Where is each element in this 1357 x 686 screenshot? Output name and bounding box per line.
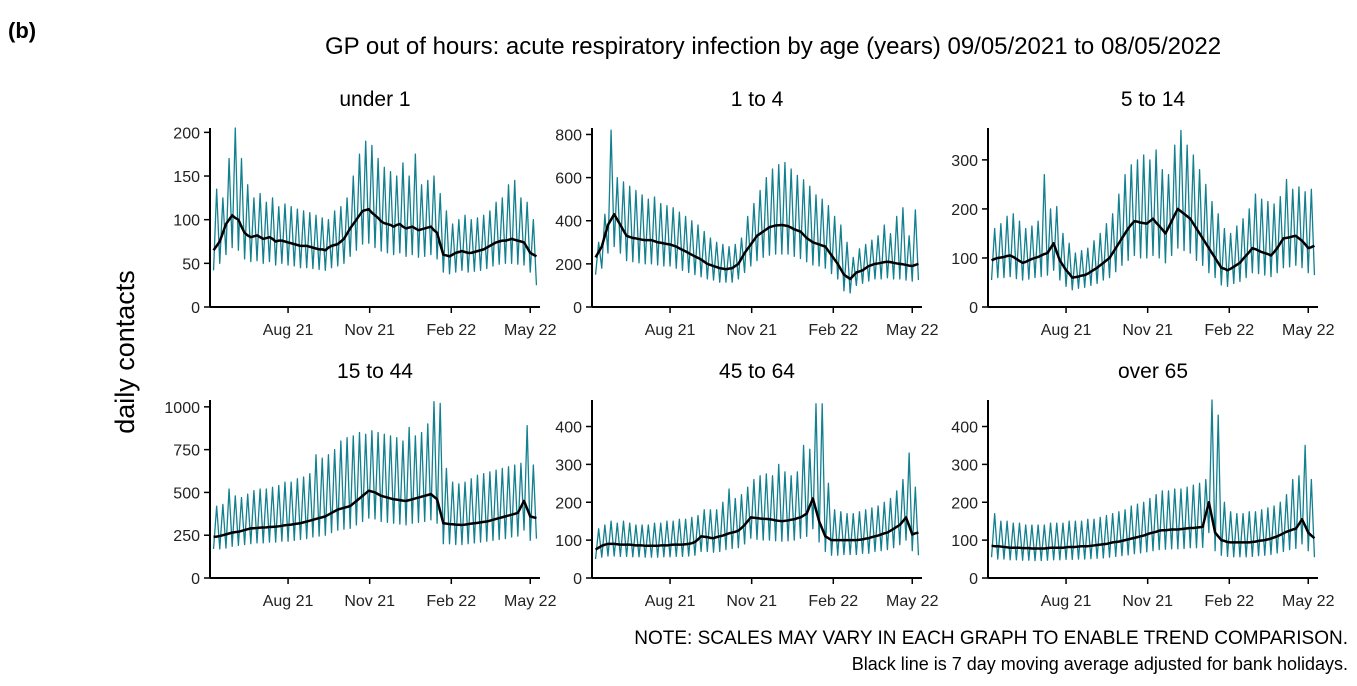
- x-tick-label: Feb 22: [808, 593, 858, 610]
- y-tick-label: 400: [951, 420, 978, 437]
- y-tick-label: 200: [173, 125, 200, 142]
- panel: 45 to 64 0 100 200 300 400 Aug 21 Nov 21 Feb 22 M…: [555, 360, 938, 610]
- y-tick-label: 1000: [164, 400, 200, 417]
- y-tick-label: 0: [573, 300, 582, 317]
- panel-title: 1 to 4: [731, 88, 784, 111]
- y-tick-label: 100: [555, 533, 582, 550]
- x-tick-label: Feb 22: [1204, 593, 1254, 610]
- y-tick-label: 400: [555, 420, 582, 437]
- y-axis-title: daily contacts: [110, 270, 140, 434]
- x-tick-label: Feb 22: [426, 322, 476, 339]
- x-tick-label: May 22: [1282, 593, 1335, 610]
- x-tick-label: Nov 21: [726, 593, 777, 610]
- panel-title: over 65: [1118, 360, 1188, 383]
- y-tick-label: 100: [951, 251, 978, 268]
- y-tick-label: 300: [951, 153, 978, 170]
- panel-title: under 1: [339, 88, 410, 111]
- y-tick-label: 0: [969, 300, 978, 317]
- x-tick-label: Nov 21: [344, 322, 395, 339]
- x-tick-label: Aug 21: [263, 593, 314, 610]
- y-tick-label: 300: [555, 457, 582, 474]
- y-tick-label: 400: [555, 214, 582, 231]
- series-line: [991, 207, 1315, 279]
- series-line: [212, 127, 538, 286]
- y-tick-label: 200: [951, 495, 978, 512]
- y-tick-label: 100: [951, 533, 978, 550]
- x-tick-label: May 22: [504, 322, 557, 339]
- x-tick-label: May 22: [886, 593, 939, 610]
- chart-title: GP out of hours: acute respiratory infec…: [325, 33, 1221, 60]
- x-tick-label: Feb 22: [1204, 322, 1254, 339]
- y-tick-label: 600: [555, 171, 582, 188]
- panel: over 65 0 100 200 300 400 Aug 21 Nov 21 Feb 22 Ma…: [951, 360, 1334, 610]
- x-tick-label: Aug 21: [645, 593, 696, 610]
- x-tick-label: Nov 21: [1122, 322, 1173, 339]
- y-tick-label: 500: [173, 485, 200, 502]
- y-tick-label: 150: [173, 169, 200, 186]
- note: Black line is 7 day moving average adjus…: [852, 654, 1348, 674]
- panel-title: 45 to 64: [719, 360, 795, 383]
- x-tick-label: Feb 22: [426, 593, 476, 610]
- series-line: [212, 207, 538, 258]
- y-tick-label: 300: [951, 457, 978, 474]
- x-tick-label: Feb 22: [808, 322, 858, 339]
- series-line: [990, 129, 1316, 291]
- y-tick-label: 50: [182, 256, 200, 273]
- y-tick-label: 0: [573, 571, 582, 588]
- y-tick-label: 750: [173, 443, 200, 460]
- x-tick-label: Aug 21: [263, 322, 314, 339]
- y-tick-label: 0: [969, 571, 978, 588]
- y-tick-label: 200: [555, 495, 582, 512]
- y-tick-label: 800: [555, 127, 582, 144]
- y-tick-label: 0: [191, 300, 200, 317]
- x-tick-label: May 22: [886, 322, 939, 339]
- x-tick-label: Nov 21: [726, 322, 777, 339]
- x-tick-label: May 22: [504, 593, 557, 610]
- y-tick-label: 200: [951, 202, 978, 219]
- series-line: [594, 497, 919, 551]
- series-line: [212, 401, 538, 550]
- series-line: [213, 489, 537, 539]
- note: NOTE: SCALES MAY VARY IN EACH GRAPH TO E…: [634, 628, 1348, 649]
- x-tick-label: Aug 21: [645, 322, 696, 339]
- x-tick-label: Nov 21: [344, 593, 395, 610]
- series-line: [594, 213, 919, 281]
- y-tick-label: 200: [555, 257, 582, 274]
- x-tick-label: Nov 21: [1122, 593, 1173, 610]
- y-tick-label: 100: [173, 213, 200, 230]
- panel: 1 to 4 0 200 400 600 800 Aug 21 Nov 21 Feb 22 May…: [555, 88, 938, 339]
- x-tick-label: May 22: [1282, 322, 1335, 339]
- series-line: [990, 399, 1316, 562]
- series-line: [594, 403, 920, 560]
- panel-title: 5 to 14: [1121, 88, 1186, 111]
- x-tick-label: Aug 21: [1041, 322, 1092, 339]
- panel: 5 to 14 0 100 200 300 Aug 21 Nov 21 Feb 22 May 2…: [951, 88, 1334, 339]
- panel-label: (b): [8, 18, 36, 43]
- series-line: [594, 129, 920, 294]
- panel: 15 to 44 0 250 500 750 1000 Aug 21 Nov 21 Feb 22…: [164, 360, 556, 610]
- panel-title: 15 to 44: [337, 360, 413, 383]
- panel: under 1 0 50 100 150 200 Aug 21 Nov 21 Feb 22 May…: [173, 88, 556, 339]
- y-tick-label: 250: [173, 528, 200, 545]
- series-line: [991, 501, 1316, 550]
- x-tick-label: Aug 21: [1041, 593, 1092, 610]
- y-tick-label: 0: [191, 571, 200, 588]
